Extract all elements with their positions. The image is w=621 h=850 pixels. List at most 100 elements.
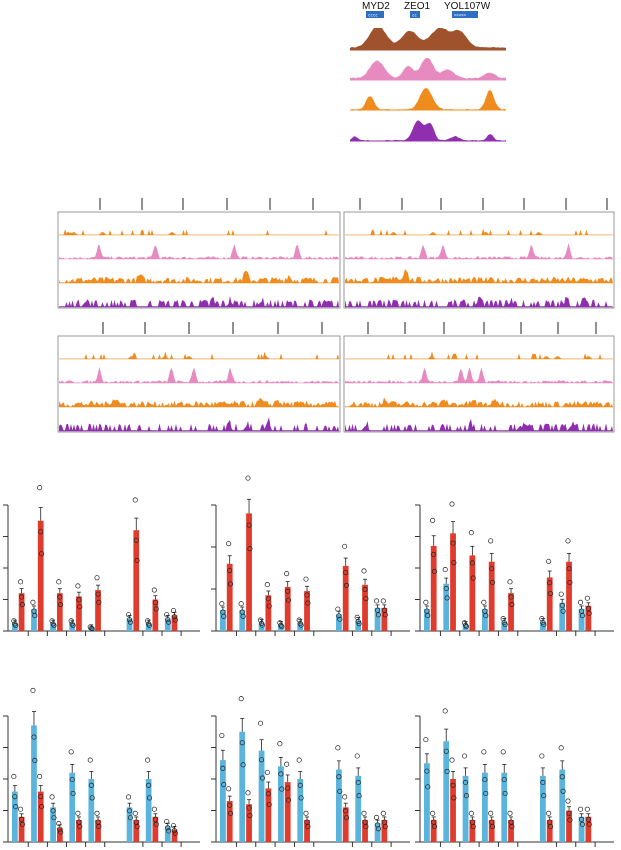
gene-arrows-myd2: cccc [368,13,378,18]
replicate-point [171,828,178,834]
replicate-point [172,617,178,623]
replicate-point [343,808,349,814]
replicate-point [171,614,178,620]
replicate-point [577,806,584,812]
replicate-point [373,814,380,820]
replicate-point [579,821,585,827]
bar-red [37,791,44,842]
bar-blue [482,608,488,631]
replicate-point [88,782,94,788]
replicate-point [172,830,178,836]
replicate-point [442,708,448,714]
bar-blue [31,725,37,842]
replicate-point [279,624,285,630]
replicate-point [558,591,564,597]
bar-chart-5 [415,708,614,847]
replicate-point [443,585,449,592]
replicate-point [375,612,381,618]
bar-red [488,561,495,631]
replicate-point [152,816,158,822]
replicate-point [490,579,496,586]
replicate-point [584,595,590,601]
bar-red [284,782,291,842]
bar-blue [12,623,18,631]
genome-panel-0 [57,198,341,309]
replicate-point [18,806,24,812]
replicate-point [70,790,76,797]
replicate-point [558,745,564,751]
bar-red [381,607,388,631]
replicate-point [146,622,153,629]
coverage-track-2 [345,397,613,407]
replicate-point [56,821,62,827]
replicate-point [375,822,381,828]
replicate-point [488,538,494,544]
replicate-point [337,788,343,794]
replicate-point [146,782,152,788]
replicate-point [586,821,592,827]
replicate-point [226,541,232,547]
bar-red [430,545,437,631]
bar-blue [297,622,304,631]
bar-red [246,513,252,631]
bar-blue [443,583,450,631]
replicate-point [470,575,476,581]
bar-red [304,591,310,631]
replicate-point [165,825,171,831]
replicate-point [381,607,387,613]
replicate-point [264,582,270,588]
replicate-point [548,824,554,830]
bar-blue [336,769,342,842]
replicate-point [362,586,368,592]
bar-red [76,819,82,842]
bar-blue [50,623,56,631]
bar-chart-grid [3,475,614,847]
replicate-point [489,566,495,572]
replicate-point [125,794,132,800]
bar-red [566,561,572,631]
replicate-point [461,753,468,759]
replicate-point [296,757,302,763]
replicate-point [49,618,55,624]
gene-box-zeo1 [410,11,420,18]
replicate-point [146,795,153,801]
replicate-point [304,592,310,598]
gene-arrows-yol107w: >>>>> [454,13,467,18]
bar-red [342,565,349,631]
replicate-point [298,622,304,628]
bar-red [430,819,437,842]
replicate-point [431,551,437,558]
bar-blue [50,807,56,842]
genome-panel-frame [343,335,615,433]
gene-label-yol107w: YOL107W [444,1,491,12]
replicate-point [37,485,43,491]
bar-blue [239,610,246,631]
replicate-point [297,782,303,788]
bar-red [265,595,272,631]
replicate-point [336,613,342,619]
replicate-point [382,824,388,830]
bar-chart-4 [211,696,410,847]
replicate-point [509,824,515,830]
zoom-track-1 [350,58,506,80]
replicate-point [13,804,19,810]
replicate-point [442,567,448,573]
replicate-point [259,622,265,628]
genome-panel-frame [57,211,341,309]
replicate-point [32,757,38,763]
bar-red [488,819,495,842]
bar-blue [145,779,152,842]
replicate-point [238,696,244,702]
bar-blue [12,791,18,842]
replicate-point [344,815,350,821]
replicate-point [463,624,469,630]
replicate-point [19,601,26,608]
replicate-point [342,543,348,549]
bar-blue [126,618,133,631]
replicate-point [95,591,101,597]
gene-label-zeo1: ZEO1 [404,1,431,12]
replicate-point [69,777,75,783]
bar-blue [578,816,585,842]
bar-red [381,819,388,842]
